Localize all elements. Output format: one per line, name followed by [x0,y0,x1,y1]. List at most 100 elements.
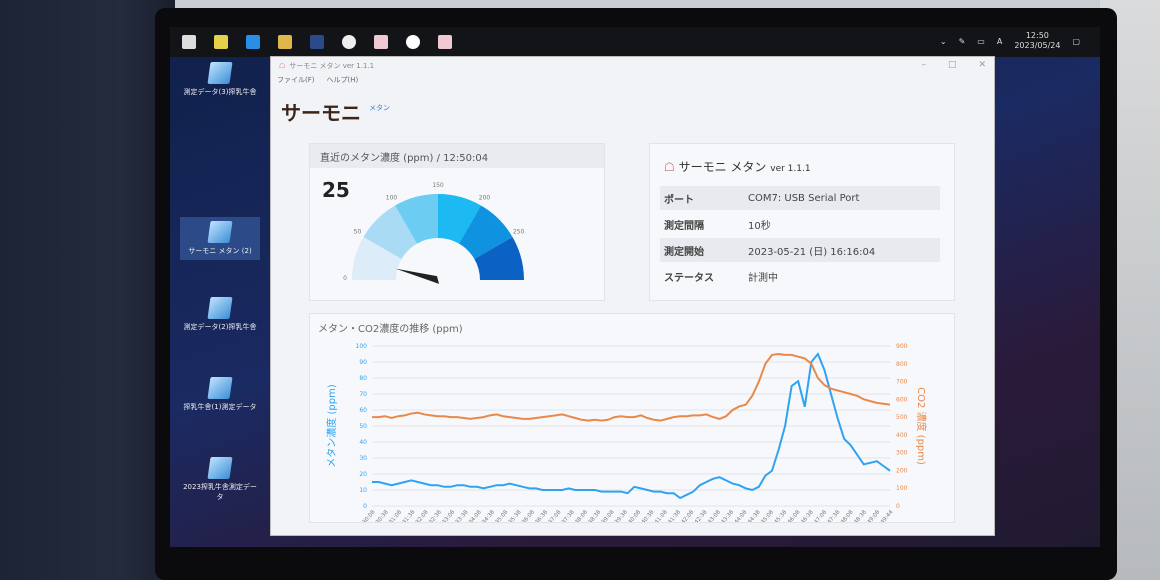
file-icon [207,457,233,479]
info-row: ステータス 計測中 [660,264,940,288]
series-line-co2 [372,352,891,422]
edge-icon[interactable] [246,35,260,49]
info-row: 測定間隔 10秒 [660,212,940,236]
desktop-icon[interactable]: 測定データ(3)搾乳牛舎 [180,62,260,97]
info-version: ver 1.1.1 [770,164,811,174]
pen-icon[interactable]: ✎ [958,36,966,46]
info-card: ☖ サーモニ メタン ver 1.1.1 ポート COM7: USB Serial… [649,143,955,301]
info-key: 測定開始 [664,246,704,258]
gauge-card: 直近のメタン濃度 (ppm) / 12:50:04 25 0 50 100 150 20… [309,143,605,301]
y-tick-label: 90 [359,359,367,366]
gauge-tick-label: 250 [513,229,525,236]
desktop-icon[interactable]: サーモニ メタン (2) [180,217,260,260]
app-logo-sub: メタン [369,104,390,112]
y2-tick-label: 200 [896,467,908,474]
maximize-button[interactable]: □ [947,60,957,70]
y-tick-label: 20 [359,471,367,478]
y-tick-label: 100 [356,343,368,350]
gauge-segment [395,194,438,244]
gauge-needle [395,268,440,284]
y2-tick-label: 0 [896,503,900,510]
info-row: 測定開始 2023-05-21 (日) 16:16:04 [660,238,940,262]
app-icon: ☖ [279,62,286,70]
file-icon [207,221,233,243]
y2-tick-label: 700 [896,379,908,386]
gauge-tick-label: 150 [432,182,444,189]
background-person [0,0,175,580]
info-value: 10秒 [748,220,771,232]
desktop-icon-label: 測定データ(3)搾乳牛舎 [183,88,257,96]
y2-tick-label: 800 [896,361,908,368]
menu-file[interactable]: ファイル(F) [277,76,315,84]
y-tick-label: 80 [359,375,367,382]
gauge-chart: 0 50 100 150 200 250 [343,182,525,284]
info-value: COM7: USB Serial Port [748,192,860,204]
chevron-up-icon[interactable]: ⌄ [939,36,947,46]
ime-indicator[interactable]: A [996,36,1003,46]
keyboard-icon[interactable]: ▭ [977,36,985,46]
minimize-button[interactable]: – [921,60,926,70]
clock[interactable]: 12:50 2023/05/24 [1014,31,1060,51]
info-name: サーモニ メタン [678,160,767,174]
app-logo: サーモニ [281,101,361,125]
info-key: ポート [664,194,694,206]
windows-icon[interactable] [182,35,196,49]
info-row: ポート COM7: USB Serial Port [660,186,940,210]
settings-icon[interactable] [342,35,356,49]
desktop-icon-label: 測定データ(2)搾乳牛舎 [183,323,257,331]
desktop-icon-label: サーモニ メタン (2) [188,247,252,255]
y2-tick-label: 300 [896,450,908,457]
desktop-icon[interactable]: 測定データ(2)搾乳牛舎 [180,297,260,332]
thermoni-icon[interactable] [374,35,388,49]
info-title: ☖ サーモニ メタン ver 1.1.1 [664,158,811,175]
gauge-title: 直近のメタン濃度 (ppm) / 12:50:04 [310,144,604,168]
gauge-segment [459,205,513,259]
gauge-segment [438,194,481,244]
gauge-segment [363,205,417,259]
y-tick-label: 30 [359,455,367,462]
gauge-segment [352,237,402,280]
thermoni-icon: ☖ [664,160,675,174]
info-value: 計測中 [748,272,778,284]
series-line-methane [372,352,891,500]
app-icon[interactable] [310,35,324,49]
y2-tick-label: 100 [896,485,908,492]
y-tick-label: 60 [359,407,367,414]
file-icon[interactable] [214,35,228,49]
y2-tick-label: 400 [896,432,908,439]
gauge-tick-label: 0 [343,275,347,282]
desktop-icon[interactable]: 2023搾乳牛舎測定データ [180,457,260,502]
app-window: ☖ サーモニ メタン ver 1.1.1 – □ ✕ ファイル(F) ヘルプ(H) サー… [270,56,995,536]
trend-card: メタン・CO2濃度の推移 (ppm) 0 10 20 30 40 50 60 70 80 90 10… [309,313,955,523]
taskbar: ⌄ ✎ ▭ A 12:50 2023/05/24 ▢ [170,27,1100,57]
y-tick-label: 0 [363,503,367,510]
clock-date: 2023/05/24 [1014,41,1061,50]
close-button[interactable]: ✕ [978,60,986,70]
explorer-icon[interactable] [278,35,292,49]
gauge-value: 25 [322,178,350,202]
desktop-screen: ⌄ ✎ ▭ A 12:50 2023/05/24 ▢ 測定データ(3)搾乳牛舎 サー… [170,27,1100,547]
desktop-icon-label: 2023搾乳牛舎測定データ [183,483,257,501]
y-tick-label: 10 [359,487,367,494]
gauge-tick-label: 50 [354,229,362,236]
notification-icon[interactable]: ▢ [1072,36,1080,46]
file-icon [207,377,233,399]
info-value: 2023-05-21 (日) 16:16:04 [748,246,876,258]
desktop-icon[interactable]: 搾乳牛舎(1)測定データ [180,377,260,412]
chart-title: メタン・CO2濃度の推移 (ppm) [318,324,463,335]
media-icon[interactable] [406,35,420,49]
gauge-tick-label: 100 [386,194,398,201]
title-bar: ☖ サーモニ メタン ver 1.1.1 [271,57,994,75]
info-key: 測定間隔 [664,220,704,232]
y-axis-label: メタン濃度 (ppm) [325,384,338,468]
x-tick-label: 12:30:08 [356,509,377,522]
file-icon [207,62,233,84]
y-tick-label: 40 [359,439,367,446]
window-title: サーモニ メタン ver 1.1.1 [289,62,375,70]
menu-help[interactable]: ヘルプ(H) [326,76,359,84]
desktop-icon-label: 搾乳牛舎(1)測定データ [183,403,257,411]
info-key: ステータス [664,272,714,284]
gauge-tick-label: 200 [479,194,491,201]
thermoni-active-icon[interactable] [438,35,452,49]
y2-tick-label: 500 [896,414,908,421]
